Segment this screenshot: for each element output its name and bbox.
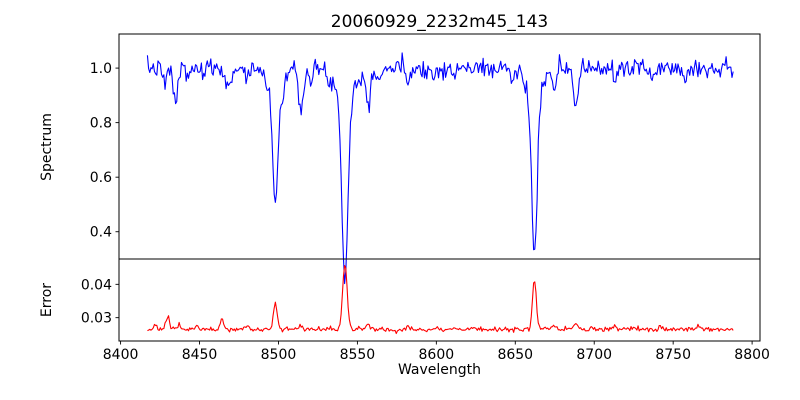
xtick-label: 8450 <box>182 347 218 363</box>
spectrum-ytick-label: 1.0 <box>90 61 112 77</box>
xtick-label: 8600 <box>419 347 455 363</box>
error-ytick-label: 0.03 <box>81 311 112 327</box>
xtick-label: 8750 <box>655 347 691 363</box>
chart-title: 20060929_2232m45_143 <box>330 12 549 32</box>
xtick-label: 8700 <box>576 347 612 363</box>
xtick-label: 8550 <box>340 347 376 363</box>
spectrum-ytick-label: 0.6 <box>90 170 112 186</box>
error-line <box>147 264 734 335</box>
xtick-label: 8400 <box>103 347 139 363</box>
spectrum-line <box>146 52 734 285</box>
xtick-label: 8500 <box>261 347 297 363</box>
xtick-label: 8800 <box>734 347 770 363</box>
spectrum-ytick-label: 0.8 <box>90 116 112 132</box>
spectrum-ytick-label: 0.4 <box>90 225 112 241</box>
x-axis-label: Wavelength <box>397 362 482 378</box>
xtick-label: 8650 <box>497 347 533 363</box>
error-ytick-label: 0.04 <box>81 277 112 293</box>
error-axes-frame <box>118 258 761 342</box>
